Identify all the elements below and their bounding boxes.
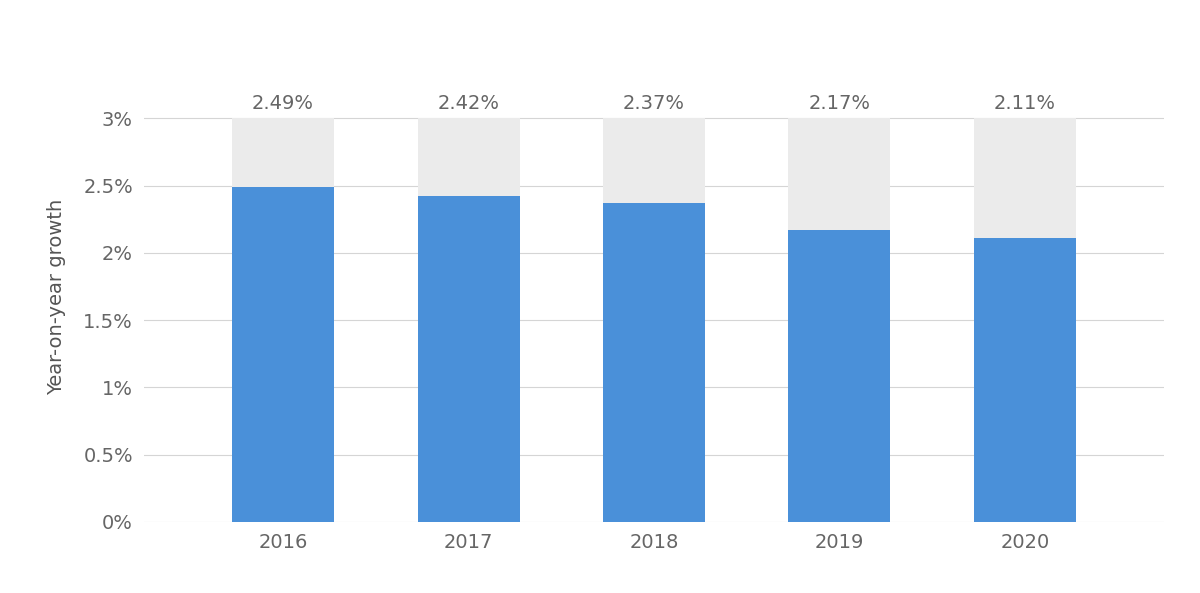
Bar xyxy=(232,118,334,187)
Bar xyxy=(788,118,890,230)
Bar xyxy=(604,203,706,522)
Bar xyxy=(418,196,520,522)
Bar xyxy=(418,118,520,196)
Bar xyxy=(974,238,1076,522)
Text: 2.17%: 2.17% xyxy=(809,94,870,113)
Text: 2.42%: 2.42% xyxy=(438,94,499,113)
Text: 2.37%: 2.37% xyxy=(623,94,685,113)
Bar xyxy=(974,118,1076,238)
Text: 2.49%: 2.49% xyxy=(252,94,314,113)
Bar xyxy=(604,118,706,203)
Text: 2.11%: 2.11% xyxy=(994,94,1056,113)
Y-axis label: Year-on-year growth: Year-on-year growth xyxy=(48,199,66,394)
Bar xyxy=(232,187,334,522)
Bar xyxy=(788,230,890,522)
